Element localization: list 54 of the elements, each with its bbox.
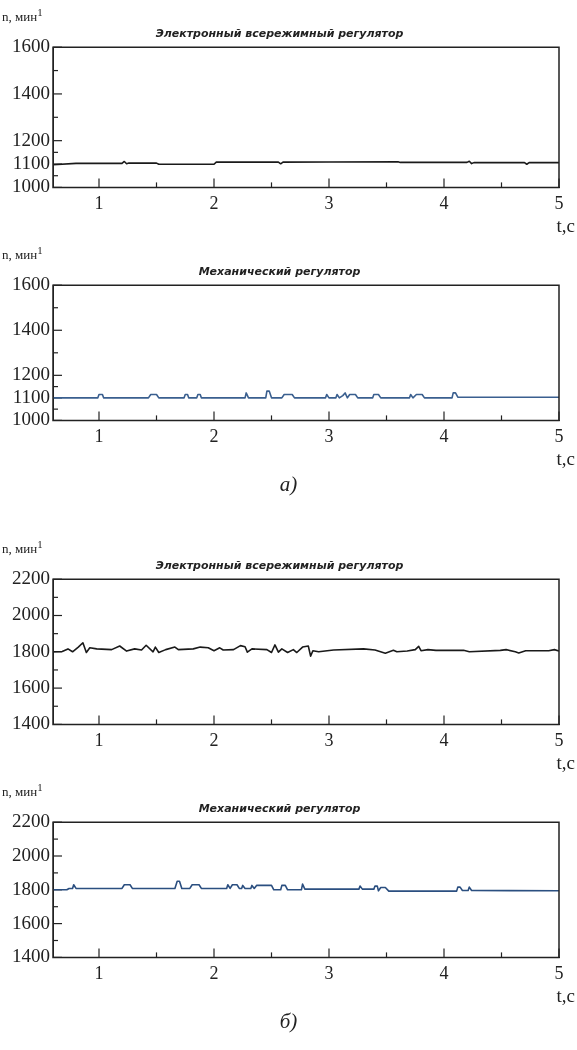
x-tick-label: 5 <box>554 729 564 750</box>
x-tick-label: 2 <box>209 729 219 750</box>
y-tick-label: 2200 <box>12 567 50 589</box>
y-tick-label: 1400 <box>12 318 50 340</box>
x-tick-label: 4 <box>439 729 449 750</box>
y-axis-title: n, мин$^{1}$ <box>2 6 43 26</box>
y-tick-label: 1800 <box>12 639 50 661</box>
y-tick-label: 1200 <box>12 128 50 150</box>
x-tick-label: 5 <box>554 192 564 213</box>
chart-title: Электронный всережимный регулятор <box>155 27 404 41</box>
x-tick-label: 3 <box>324 729 334 750</box>
x-tick-label: 4 <box>439 425 449 446</box>
x-tick-label: 1 <box>94 729 104 750</box>
x-tick-label: 4 <box>439 192 449 213</box>
x-tick-label: 2 <box>209 425 219 446</box>
x-tick-label: 2 <box>209 962 219 983</box>
text: а) <box>278 472 299 497</box>
y-tick-label: 1600 <box>12 273 50 295</box>
x-axis-title: t,c <box>556 448 575 470</box>
y-tick-label: 1600 <box>12 911 50 933</box>
y-tick-label: 1200 <box>12 363 50 385</box>
y-tick-label: 1400 <box>12 945 50 967</box>
x-tick-label: 3 <box>324 962 334 983</box>
y-tick-label: 2000 <box>12 603 50 625</box>
y-tick-label: 1400 <box>12 81 50 103</box>
x-axis-title: t,c <box>556 215 575 237</box>
x-tick-label: 3 <box>324 192 334 213</box>
x-tick-label: 1 <box>94 425 104 446</box>
chart-title: Механический регулятор <box>198 802 361 816</box>
y-axis-title: n, мин$^{1}$ <box>2 244 43 264</box>
y-tick-label: 2200 <box>12 810 50 832</box>
y-tick-label: 1600 <box>12 676 50 698</box>
text: б) <box>278 1009 299 1034</box>
x-tick-label: 5 <box>554 962 564 983</box>
x-tick-label: 4 <box>439 962 449 983</box>
y-axis-title: n, мин$^{1}$ <box>2 538 43 558</box>
x-tick-label: 5 <box>554 425 564 446</box>
chart-title: Электронный всережимный регулятор <box>155 559 404 573</box>
y-tick-label: 1800 <box>12 877 50 899</box>
x-tick-label: 3 <box>324 425 334 446</box>
x-axis-title: t,c <box>556 985 575 1007</box>
y-tick-label: 2000 <box>12 843 50 865</box>
y-tick-label: 1400 <box>12 712 50 734</box>
x-tick-label: 1 <box>94 192 104 213</box>
y-axis-title: n, мин$^{1}$ <box>2 781 43 801</box>
x-tick-label: 1 <box>94 962 104 983</box>
y-tick-label: 1100 <box>12 152 50 174</box>
y-tick-label: 1000 <box>12 175 50 197</box>
y-tick-label: 1100 <box>12 385 50 407</box>
y-tick-label: 1600 <box>12 35 50 57</box>
y-tick-label: 1000 <box>12 408 50 430</box>
x-axis-title: t,c <box>556 752 575 774</box>
chart-title: Механический регулятор <box>198 265 361 279</box>
x-tick-label: 2 <box>209 192 219 213</box>
